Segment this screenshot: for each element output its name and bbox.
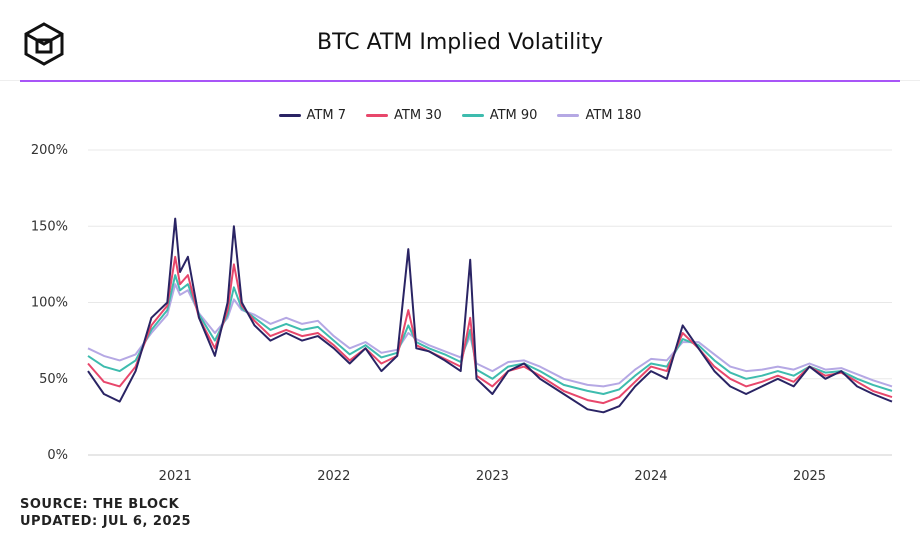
- x-tick-label: 2021: [159, 469, 192, 484]
- legend-item-atm90: ATM 90: [461, 108, 538, 123]
- source-label: SOURCE: THE BLOCK: [20, 497, 180, 512]
- series-line-atm7: [87, 217, 893, 414]
- legend-swatch-atm7: [278, 114, 301, 117]
- legend-label-atm90: ATM 90: [489, 108, 538, 123]
- x-tick-label: 2024: [634, 469, 667, 484]
- legend-label-atm30: ATM 30: [394, 108, 442, 123]
- legend-label-atm180: ATM 180: [585, 108, 642, 123]
- y-tick-label: 0%: [47, 448, 68, 463]
- x-tick-label: 2022: [317, 469, 350, 484]
- header-accent-rule: [20, 80, 900, 82]
- legend-item-atm30: ATM 30: [366, 108, 442, 123]
- y-tick-label: 100%: [31, 296, 68, 311]
- source-note: SOURCE: THE BLOCK UPDATED: JUL 6, 2025: [20, 496, 191, 530]
- y-tick-label: 200%: [31, 143, 68, 158]
- chart-legend: ATM 7 ATM 30 ATM 90 ATM 180: [0, 108, 920, 123]
- legend-swatch-atm30: [366, 114, 388, 117]
- page-title: BTC ATM Implied Volatility: [317, 30, 603, 55]
- legend-item-atm7: ATM 7: [278, 108, 346, 123]
- legend-label-atm7: ATM 7: [306, 108, 346, 123]
- y-tick-label: 50%: [39, 372, 68, 387]
- x-tick-label: 2025: [793, 469, 826, 484]
- the-block-logo-icon: [24, 22, 64, 66]
- updated-label: UPDATED: JUL 6, 2025: [20, 514, 192, 529]
- legend-swatch-atm180: [557, 114, 580, 117]
- x-tick-label: 2023: [476, 469, 509, 484]
- series-line-atm90: [87, 274, 893, 395]
- legend-swatch-atm90: [461, 114, 484, 117]
- y-tick-label: 150%: [31, 219, 68, 234]
- legend-item-atm180: ATM 180: [557, 108, 641, 123]
- series-line-atm180: [87, 283, 893, 388]
